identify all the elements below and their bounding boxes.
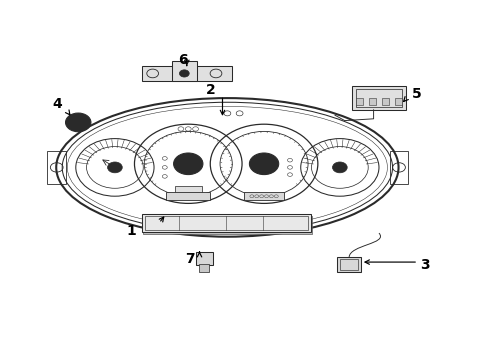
- Bar: [144, 216, 307, 230]
- Circle shape: [72, 118, 77, 121]
- Bar: [195, 252, 212, 265]
- Bar: [389, 151, 407, 184]
- Circle shape: [72, 123, 77, 127]
- Bar: [142, 66, 232, 81]
- Bar: [355, 98, 363, 105]
- Bar: [143, 216, 311, 234]
- Bar: [351, 86, 405, 110]
- Bar: [368, 98, 376, 105]
- Circle shape: [76, 121, 81, 124]
- Circle shape: [249, 153, 278, 175]
- Circle shape: [107, 162, 122, 173]
- Circle shape: [180, 158, 196, 170]
- Circle shape: [65, 113, 91, 132]
- Text: 5: 5: [411, 87, 421, 100]
- Text: 6: 6: [178, 53, 187, 67]
- Circle shape: [256, 158, 272, 170]
- Circle shape: [179, 70, 189, 77]
- Bar: [199, 264, 209, 272]
- Bar: [166, 192, 210, 200]
- Text: 4: 4: [53, 98, 62, 111]
- Bar: [381, 98, 388, 105]
- Circle shape: [173, 153, 203, 175]
- Circle shape: [80, 123, 84, 127]
- Circle shape: [80, 118, 84, 121]
- Text: 7: 7: [184, 252, 194, 266]
- Bar: [355, 89, 401, 107]
- Bar: [394, 98, 402, 105]
- Bar: [339, 259, 358, 270]
- Text: 2: 2: [205, 83, 215, 97]
- Ellipse shape: [56, 98, 398, 237]
- Bar: [337, 257, 360, 272]
- Text: 3: 3: [420, 258, 429, 271]
- Bar: [175, 186, 201, 192]
- Bar: [47, 151, 66, 184]
- Bar: [244, 192, 283, 200]
- Text: 1: 1: [126, 224, 136, 238]
- Bar: [171, 61, 197, 81]
- Circle shape: [332, 162, 346, 173]
- Bar: [142, 214, 310, 232]
